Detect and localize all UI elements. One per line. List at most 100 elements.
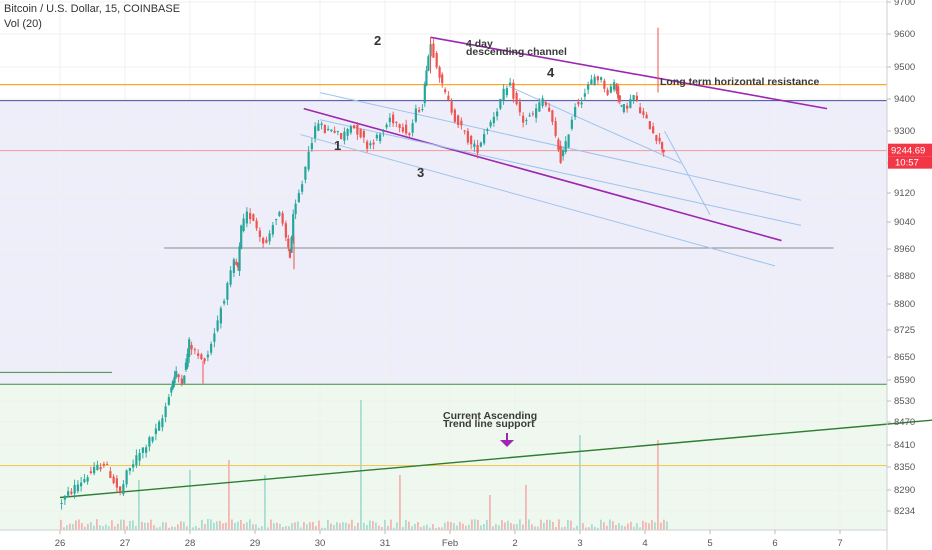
- volume-bar: [651, 520, 653, 530]
- volume-bar: [564, 526, 566, 530]
- candle-body: [432, 43, 435, 58]
- volume-bar: [543, 522, 545, 530]
- candle-body: [89, 471, 92, 474]
- countdown-text: 10:57: [895, 158, 919, 169]
- volume-bar: [411, 526, 413, 530]
- volume-bar: [480, 525, 482, 530]
- candle-body: [125, 470, 128, 485]
- volume-bar: [162, 522, 164, 530]
- price-tick-label: 9600: [894, 29, 915, 40]
- candle-body: [119, 486, 122, 492]
- candle-body: [327, 128, 330, 131]
- volume-bar: [360, 400, 362, 530]
- candle-body: [388, 117, 391, 123]
- volume-bar: [204, 524, 206, 530]
- candle-body: [528, 115, 531, 117]
- candle-body: [447, 95, 450, 100]
- volume-bar: [597, 527, 599, 530]
- volume-bar: [450, 521, 452, 530]
- candle-body: [216, 320, 219, 331]
- candle-body: [460, 120, 463, 126]
- candle-body: [63, 495, 66, 500]
- price-tick-label: 8725: [894, 325, 915, 336]
- volume-bar: [420, 527, 422, 530]
- candle-body: [183, 375, 186, 384]
- candle-body: [538, 102, 541, 112]
- volume-bar: [555, 527, 557, 530]
- candle-body: [190, 344, 193, 350]
- candle-body: [236, 262, 240, 268]
- candle-body: [379, 134, 382, 142]
- candle-body: [580, 102, 583, 105]
- candle-body: [223, 300, 226, 304]
- volume-bar: [468, 524, 470, 530]
- volume-bar: [264, 475, 266, 530]
- volume-bar: [84, 526, 86, 530]
- volume-bar: [357, 522, 359, 530]
- price-tick-label: 8410: [894, 440, 915, 451]
- candle-body: [632, 95, 635, 101]
- candle-body: [307, 151, 310, 170]
- support-arrow-head: [500, 440, 514, 447]
- candle-body: [375, 134, 378, 139]
- volume-bar: [570, 520, 572, 530]
- volume-bar: [96, 519, 98, 530]
- candle-body: [609, 86, 612, 93]
- volume-bar: [630, 521, 632, 530]
- candle-body: [122, 484, 125, 495]
- volume-bar: [363, 522, 365, 530]
- candle-body: [499, 98, 502, 109]
- candle-body: [310, 143, 313, 150]
- volume-bar: [402, 526, 404, 530]
- volume-bar: [417, 521, 419, 530]
- volume-bar: [72, 524, 74, 530]
- volume-bar: [306, 524, 308, 530]
- price-tick-label: 9300: [894, 126, 915, 137]
- candle-body: [281, 213, 284, 224]
- volume-bar: [525, 485, 527, 530]
- volume-bar: [348, 523, 350, 530]
- volume-bar: [252, 524, 254, 530]
- candle-body: [235, 261, 238, 265]
- candle-body: [314, 126, 317, 139]
- candle-body: [645, 114, 648, 119]
- candle-body: [210, 343, 213, 353]
- volume-bar: [483, 524, 485, 530]
- price-tick-label: 9500: [894, 62, 915, 73]
- candle-body: [382, 131, 385, 133]
- volume-bar: [576, 525, 578, 530]
- volume-bar: [582, 523, 584, 530]
- volume-bar: [276, 522, 278, 530]
- candle-body: [648, 121, 651, 130]
- candle-body: [242, 218, 245, 231]
- candle-body: [600, 77, 603, 80]
- price-axis[interactable]: 9700960095009400930092109120904089608880…: [886, 0, 932, 550]
- channel-label-line1: 4 day: [466, 38, 493, 50]
- candle-body: [626, 105, 629, 109]
- candle-body: [60, 503, 63, 505]
- time-axis[interactable]: 26 27 28 29 30 31 Feb 2 3 4 5 6 7: [0, 529, 887, 549]
- volume-bar: [477, 519, 479, 530]
- volume-bar: [273, 523, 275, 530]
- volume-bar: [624, 526, 626, 530]
- light-lower-line: [300, 134, 776, 267]
- volume-bar: [171, 526, 173, 530]
- candle-body: [330, 129, 333, 132]
- volume-bar: [99, 525, 101, 530]
- candle-body: [496, 111, 499, 117]
- volume-bar: [399, 475, 401, 530]
- price-tick-label: 8530: [894, 396, 915, 407]
- volume-bar: [441, 527, 443, 530]
- volume-bar: [249, 519, 251, 530]
- candle-body: [138, 452, 141, 461]
- candle-body: [583, 93, 586, 97]
- volume-bar: [438, 527, 440, 530]
- price-badge-text: 9244.69: [891, 146, 925, 157]
- candle-body: [483, 134, 486, 144]
- candle-body: [180, 378, 183, 385]
- grid-layer: [0, 0, 887, 530]
- volume-bar: [243, 523, 245, 530]
- candle-body: [343, 131, 346, 141]
